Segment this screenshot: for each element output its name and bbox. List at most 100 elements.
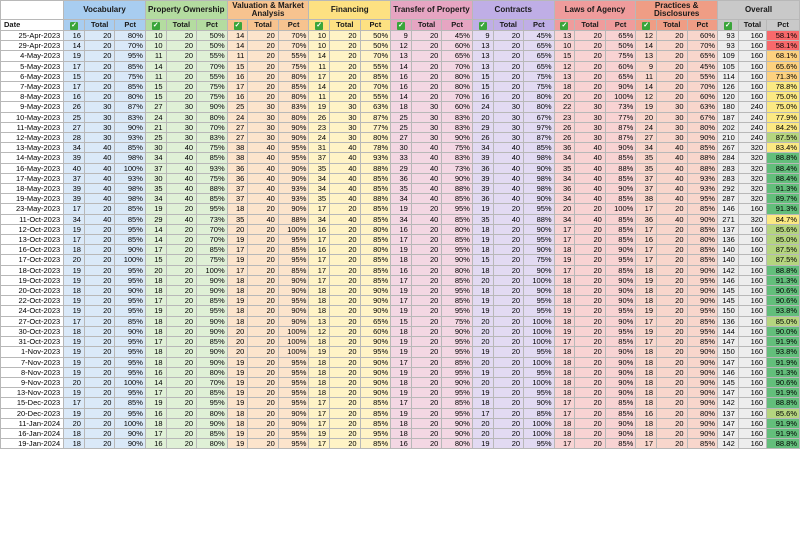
- score-cell: 20: [471, 274, 494, 287]
- pct-cell: 90%: [114, 285, 146, 297]
- score-cell: 18: [308, 305, 331, 317]
- checkbox-icon[interactable]: ✓: [390, 19, 412, 31]
- score-cell: 19: [553, 325, 576, 338]
- total-cell: 20: [83, 40, 116, 52]
- pct-cell: 85%: [114, 81, 146, 93]
- checkbox-icon[interactable]: ✓: [308, 19, 331, 31]
- total-cell: 20: [247, 29, 279, 42]
- pct-cell: 95%: [277, 397, 310, 409]
- pct-cell: 85%: [441, 213, 473, 225]
- score-cell: 18: [553, 81, 576, 93]
- score-cell: 15: [471, 81, 494, 93]
- total-cell: 40: [329, 193, 361, 205]
- table-row: 19-Jan-2024 18 20 90% 16 20 80% 19 20 95% 17 20 85% 1…: [0, 438, 800, 450]
- score-cell: 147: [717, 336, 739, 348]
- pct-cell: 95%: [196, 203, 228, 215]
- total-cell: 20: [656, 376, 688, 389]
- total-cell: 20: [329, 376, 361, 389]
- pct-cell: 83%: [114, 111, 146, 123]
- pct-cell: 88.8%: [766, 438, 800, 450]
- total-cell: 20: [492, 346, 525, 358]
- pct-cell: 70%: [686, 40, 719, 52]
- pct-cell: 95%: [114, 223, 146, 236]
- score-cell: 19: [308, 427, 331, 440]
- pct-cell: 88%: [277, 213, 310, 225]
- score-cell: 12: [553, 60, 576, 72]
- score-cell: 18: [144, 315, 167, 327]
- score-cell: 19: [226, 387, 249, 399]
- pct-cell: 91.9%: [766, 356, 800, 368]
- score-cell: 30: [390, 142, 412, 154]
- total-cell: 20: [165, 91, 198, 103]
- pct-cell: 75%: [196, 254, 228, 266]
- total-cell: 20: [656, 223, 688, 236]
- total-cell: 20: [247, 203, 279, 215]
- total-cell: 20: [247, 427, 279, 440]
- checkbox-icon[interactable]: ✓: [635, 19, 658, 31]
- total-cell: 20: [165, 397, 198, 409]
- table-row: 22-Oct-2023 19 20 95% 17 20 85% 19 20 95% 18 20 90% 1…: [0, 295, 800, 307]
- total-cell: 20: [410, 223, 443, 236]
- pct-cell: 75%: [196, 91, 228, 103]
- total-cell: 20: [410, 234, 443, 246]
- total-cell: 20: [329, 315, 361, 327]
- total-cell: 20: [329, 91, 361, 103]
- pct-cell: 83%: [441, 111, 473, 123]
- score-cell: 146: [717, 274, 739, 287]
- score-cell: 14: [390, 60, 412, 72]
- pct-cell: 75.0%: [766, 91, 800, 103]
- pct-cell: 85%: [604, 172, 637, 185]
- table-row: 31-Oct-2023 19 20 95% 17 20 85% 20 20 100% 18 20 90%…: [0, 336, 800, 348]
- score-cell: 13: [308, 315, 331, 327]
- score-cell: 20: [471, 356, 494, 368]
- checkbox-icon[interactable]: ✓: [226, 19, 249, 31]
- total-cell: 20: [410, 356, 443, 368]
- date-cell: 11-Jan-2024: [0, 417, 65, 429]
- score-cell: 19: [390, 346, 412, 358]
- pct-cell: 90%: [277, 407, 310, 419]
- pct-cell: 90%: [604, 315, 637, 327]
- total-cell: 20: [574, 60, 606, 72]
- total-cell: 30: [329, 111, 361, 123]
- date-cell: 15-Dec-2023: [0, 397, 65, 409]
- checkbox-icon[interactable]: ✓: [63, 19, 85, 31]
- total-cell: 40: [247, 152, 279, 164]
- pct-cell: 90%: [196, 285, 228, 297]
- pct-cell: 85%: [523, 142, 555, 154]
- pct-cell: 80%: [523, 101, 555, 113]
- total-cell: 40: [165, 183, 198, 195]
- pct-cell: 95%: [196, 305, 228, 317]
- score-cell: 36: [635, 213, 658, 225]
- score-cell: 36: [471, 162, 494, 174]
- pct-cell: 95%: [523, 203, 555, 215]
- pct-cell: 95%: [114, 305, 146, 317]
- score-cell: 17: [308, 234, 331, 246]
- score-cell: 18: [635, 417, 658, 429]
- score-cell: 18: [553, 366, 576, 378]
- total-cell: 40: [574, 213, 606, 225]
- pct-cell: 55%: [686, 70, 719, 83]
- score-cell: 18: [63, 438, 85, 450]
- total-cell: 20: [329, 407, 361, 419]
- score-cell: 140: [717, 244, 739, 256]
- score-cell: 34: [553, 213, 576, 225]
- checkbox-icon[interactable]: ✓: [717, 19, 739, 31]
- total-cell: 20: [656, 356, 688, 368]
- pct-cell: 95%: [523, 438, 555, 450]
- score-cell: 19: [144, 397, 167, 409]
- total-cell: 20: [329, 438, 361, 450]
- pct-cell: 45%: [686, 60, 719, 72]
- pct-cell: 83%: [277, 101, 310, 113]
- total-cell: 20: [83, 315, 116, 327]
- total-cell: 20: [83, 81, 116, 93]
- pct-header: Pct: [604, 19, 637, 31]
- pct-cell: 80%: [441, 70, 473, 83]
- pct-cell: 90%: [196, 315, 228, 327]
- pct-cell: 85%: [686, 336, 719, 348]
- checkbox-icon[interactable]: ✓: [553, 19, 576, 31]
- total-cell: 40: [656, 183, 688, 195]
- score-cell: 18: [635, 285, 658, 297]
- score-cell: 13: [553, 29, 576, 42]
- checkbox-icon[interactable]: ✓: [144, 19, 167, 31]
- checkbox-icon[interactable]: ✓: [471, 19, 494, 31]
